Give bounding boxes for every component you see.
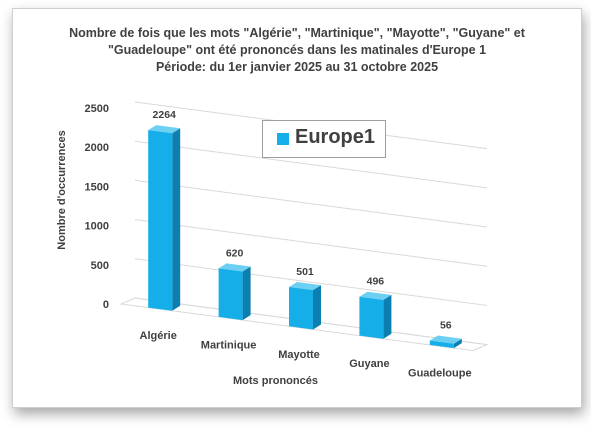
y-tick-label: 2500 [85, 103, 109, 115]
data-label: 56 [440, 320, 452, 332]
chart-card: Nombre de fois que les mots "Algérie", "… [12, 8, 582, 408]
chart-title-line-2: "Guadeloupe" ont été prononcés dans les … [107, 43, 487, 57]
x-tick-label: Mayotte [278, 349, 320, 361]
bar [218, 268, 243, 321]
chart-title-line-1: Nombre de fois que les mots "Algérie", "… [69, 26, 525, 40]
bar-top [429, 335, 462, 344]
bar-top [218, 263, 251, 272]
bar-side [383, 294, 392, 339]
x-tick-label: Guyane [349, 358, 389, 370]
legend-swatch [277, 133, 289, 145]
chart-title-line-3: Période: du 1er janvier 2025 au 31 octob… [155, 60, 439, 74]
floor-plane [119, 297, 489, 352]
bar [429, 340, 454, 349]
y-tick-label: 500 [91, 260, 109, 272]
chart-plot-area: 0 500 1000 1500 2000 2500 2264 Algérie 620 Martin… [85, 101, 489, 380]
y-tick-label: 1000 [85, 221, 109, 233]
legend-label: Europe1 [295, 126, 376, 148]
data-label: 620 [226, 247, 244, 259]
x-tick-label: Martinique [201, 340, 257, 352]
bar-top [359, 291, 392, 300]
bar-side [242, 266, 251, 321]
data-label: 2264 [153, 109, 177, 121]
bar [148, 130, 173, 311]
y-tick-label: 2000 [85, 142, 109, 154]
gridline [134, 219, 488, 267]
gridline [134, 179, 488, 228]
y-tick-label: 0 [103, 299, 109, 311]
bar-top [148, 125, 181, 134]
gridline [134, 258, 488, 306]
data-label: 501 [296, 266, 314, 278]
bar [289, 286, 313, 330]
bar [359, 296, 384, 339]
y-axis-label: Nombre d'occurrences [56, 130, 68, 250]
x-axis-label: Mots prononcés [233, 375, 318, 387]
bar-side [453, 338, 462, 349]
x-tick-label: Algérie [140, 330, 177, 342]
gridline [134, 140, 488, 189]
data-label: 496 [367, 276, 385, 288]
bar-side [172, 128, 181, 311]
bar-side [313, 285, 321, 330]
x-tick-label: Guadeloupe [408, 368, 472, 380]
chart-legend: Europe1 [262, 120, 386, 158]
chart-title: Nombre de fois que les mots "Algérie", "… [21, 25, 573, 76]
bar-top [289, 281, 321, 291]
y-tick-label: 1500 [85, 181, 109, 193]
